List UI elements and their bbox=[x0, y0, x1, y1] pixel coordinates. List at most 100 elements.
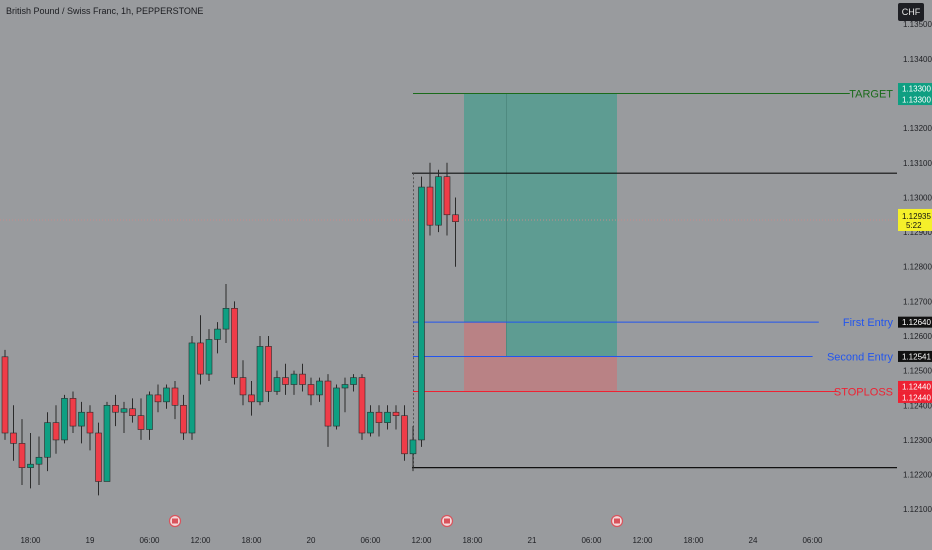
candle bbox=[197, 315, 204, 385]
bull-candle-body bbox=[35, 456, 43, 465]
level-label: TARGET bbox=[849, 89, 893, 101]
candle bbox=[265, 336, 272, 402]
price-tick-label: 1.13000 bbox=[903, 193, 932, 202]
candle bbox=[35, 436, 43, 485]
bull-candle-body bbox=[290, 373, 298, 385]
bear-candle-body bbox=[324, 380, 332, 427]
bull-candle-body bbox=[418, 186, 425, 441]
candles bbox=[1, 162, 459, 496]
price-tick-label: 1.13500 bbox=[903, 20, 932, 29]
time-tick-label: 12:00 bbox=[190, 536, 211, 545]
stoploss-tag-2 bbox=[898, 391, 932, 403]
candle bbox=[401, 405, 408, 461]
loss-zone-first bbox=[464, 322, 507, 357]
candle bbox=[112, 394, 119, 427]
bull-candle-body bbox=[44, 422, 51, 458]
price-tick-label: 1.12500 bbox=[903, 367, 932, 376]
target-tag-2 bbox=[898, 94, 932, 106]
candle bbox=[86, 405, 94, 451]
bear-candle-body bbox=[299, 373, 306, 385]
bear-candle-body bbox=[265, 346, 272, 392]
currency-button[interactable]: CHF bbox=[898, 3, 924, 21]
bull-candle-body bbox=[384, 411, 391, 423]
candle bbox=[18, 419, 26, 485]
bear-candle-body bbox=[171, 387, 179, 406]
price-tick-label: 1.13100 bbox=[903, 159, 932, 168]
time-tick-label: 18:00 bbox=[20, 536, 41, 545]
event-marker-glyph bbox=[172, 518, 178, 524]
event-marker-glyph bbox=[444, 518, 450, 524]
time-tick-label: 18:00 bbox=[462, 536, 483, 545]
event-markers[interactable] bbox=[168, 514, 624, 528]
candle bbox=[316, 377, 323, 402]
profit-zone-second bbox=[464, 93, 617, 357]
calendar-event-icon[interactable] bbox=[168, 514, 182, 528]
candle bbox=[154, 384, 162, 413]
time-tick-label: 24 bbox=[749, 536, 758, 545]
current-price-value: 1.12935 bbox=[902, 212, 931, 221]
price-tick-label: 1.13400 bbox=[903, 55, 932, 64]
second-entry-tag-text: 1.12541 bbox=[902, 352, 931, 361]
candle bbox=[307, 377, 315, 406]
price-tick-label: 1.12300 bbox=[903, 436, 932, 445]
bear-candle-body bbox=[137, 415, 145, 430]
bull-candle-body bbox=[205, 339, 213, 375]
candle bbox=[95, 422, 102, 496]
candle bbox=[171, 381, 179, 420]
stoploss-tag-text: 1.12440 bbox=[902, 382, 931, 391]
candle bbox=[103, 401, 111, 482]
candle bbox=[146, 391, 153, 440]
bear-candle-body bbox=[86, 411, 94, 434]
bull-candle-body bbox=[103, 404, 111, 482]
bear-candle-body bbox=[239, 377, 247, 396]
bull-candle-body bbox=[78, 411, 85, 427]
candle bbox=[231, 301, 238, 385]
level-label: STOPLOSS bbox=[834, 386, 893, 398]
bear-candle-body bbox=[69, 398, 77, 427]
bear-candle-body bbox=[154, 394, 162, 403]
bull-candle-body bbox=[188, 342, 196, 434]
bull-candle-body bbox=[333, 387, 340, 427]
stoploss-tag bbox=[898, 380, 932, 392]
candle bbox=[452, 197, 459, 267]
symbol-title: British Pound / Swiss Franc, 1h, PEPPERS… bbox=[6, 6, 204, 16]
level-lines bbox=[0, 93, 897, 469]
candle bbox=[273, 370, 281, 395]
candle bbox=[290, 370, 298, 395]
bull-candle-body bbox=[367, 411, 374, 434]
price-axis[interactable]: 1.13500 1.13400 1.13300 1.13200 1.13100 1.130… bbox=[898, 20, 932, 514]
candle bbox=[256, 336, 264, 406]
target-tag-2-text: 1.13300 bbox=[902, 96, 931, 105]
candle bbox=[392, 405, 400, 430]
candle bbox=[384, 405, 391, 430]
current-price-tag bbox=[898, 208, 932, 231]
target-tag bbox=[898, 83, 932, 95]
time-tick-label: 18:00 bbox=[241, 536, 262, 545]
bear-candle-body bbox=[358, 377, 366, 434]
time-tick-label: 19 bbox=[86, 536, 95, 545]
bear-candle-body bbox=[452, 214, 459, 222]
time-tick-label: 06:00 bbox=[139, 536, 160, 545]
price-tick-label: 1.12700 bbox=[903, 297, 932, 306]
candle bbox=[214, 322, 221, 354]
bull-candle-body bbox=[27, 463, 34, 468]
time-tick-label: 06:00 bbox=[581, 536, 602, 545]
calendar-event-icon[interactable] bbox=[440, 514, 454, 528]
candle bbox=[435, 169, 442, 233]
time-tick-label: 06:00 bbox=[802, 536, 823, 545]
time-axis[interactable]: 18:00 19 06:00 12:00 18:00 20 06:00 12:00 18:00 2… bbox=[20, 536, 823, 545]
calendar-event-icon[interactable] bbox=[610, 514, 624, 528]
event-marker-glyph bbox=[614, 518, 620, 524]
bull-candle-body bbox=[435, 176, 442, 226]
candle bbox=[129, 398, 136, 423]
bear-candle-body bbox=[52, 422, 60, 441]
bear-candle-body bbox=[443, 176, 451, 216]
candle bbox=[358, 374, 366, 440]
bull-candle-body bbox=[409, 439, 417, 455]
price-tick-label: 1.12900 bbox=[903, 228, 932, 237]
candle bbox=[120, 401, 128, 434]
time-tick-label: 12:00 bbox=[411, 536, 432, 545]
level-labels: TARGET First Entry Second Entry STOPLOSS bbox=[827, 89, 894, 399]
